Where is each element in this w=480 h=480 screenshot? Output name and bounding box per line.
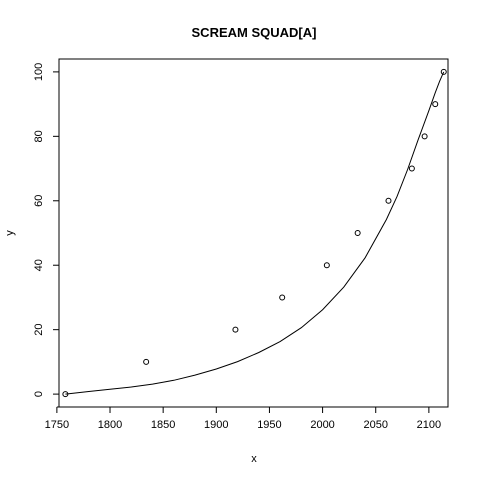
y-tick-label: 60 [33, 195, 45, 207]
y-tick-label: 80 [33, 130, 45, 142]
x-tick-label: 1800 [98, 419, 122, 431]
data-point [440, 68, 447, 75]
data-point [323, 262, 330, 269]
data-point [232, 326, 239, 333]
x-tick-label: 2000 [310, 419, 334, 431]
y-tick-label: 100 [33, 63, 45, 81]
y-tick-label: 0 [33, 391, 45, 397]
x-axis: 1750 1800 1850 1900 1950 2000 2050 2100 [45, 406, 441, 431]
fit-curve-line [65, 71, 445, 395]
data-points [62, 68, 447, 398]
x-tick-label: 2100 [417, 419, 441, 431]
data-point [62, 391, 69, 398]
data-point [143, 358, 150, 365]
data-point [432, 101, 439, 108]
y-tick-label: 20 [33, 324, 45, 336]
x-tick-label: 1850 [151, 419, 175, 431]
data-point [279, 294, 286, 301]
y-axis-label: y [4, 230, 16, 236]
x-axis-label: x [251, 453, 257, 465]
x-tick-label: 1750 [45, 419, 69, 431]
x-tick-label: 2050 [363, 419, 387, 431]
data-point [421, 133, 428, 140]
data-point [354, 230, 361, 236]
chart-title: SCREAM SQUAD[A] [192, 25, 317, 40]
x-tick-label: 1950 [257, 419, 281, 431]
y-axis: 0 20 40 60 80 100 [33, 63, 60, 397]
data-point [408, 165, 415, 172]
y-tick-label: 40 [33, 259, 45, 271]
data-point [385, 197, 392, 204]
x-tick-label: 1900 [204, 419, 228, 431]
